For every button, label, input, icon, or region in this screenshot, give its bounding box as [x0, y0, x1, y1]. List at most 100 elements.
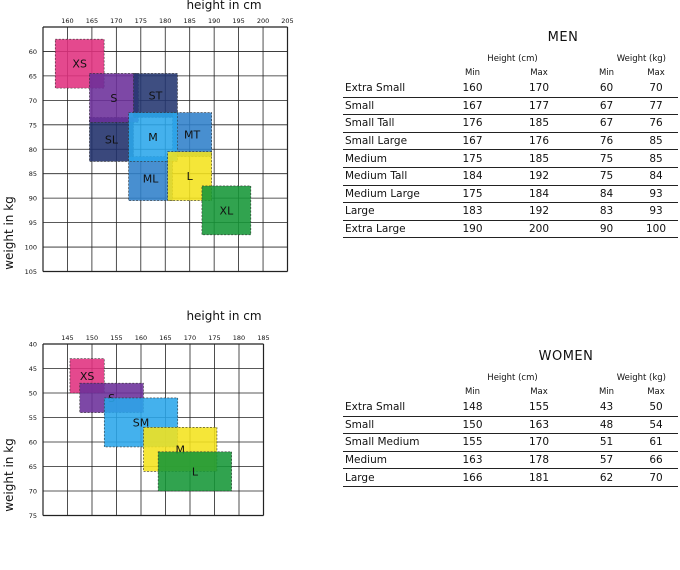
men-table-title: MEN [547, 30, 579, 45]
y-tick-label: 75 [29, 512, 37, 520]
x-tick-label: 170 [110, 17, 122, 25]
height-max-cell: 200 [499, 220, 579, 239]
y-tick-label: 40 [29, 341, 37, 349]
height-min-cell: 167 [446, 132, 499, 151]
size-box-sl: SL [89, 117, 134, 162]
x-tick-label: 145 [61, 334, 73, 342]
table-row: Small Tall 176 185 67 76 [343, 114, 678, 133]
size-name-cell: Small [343, 97, 446, 116]
men-height-max-label: Max [530, 68, 548, 78]
x-tick-label: 175 [135, 17, 147, 25]
weight-min-cell: 90 [579, 220, 634, 239]
y-tick-label: 65 [29, 72, 37, 80]
size-box-label: XS [72, 58, 87, 71]
women-size-chart: height in cm weight in kg 145 150 155 160 16… [2, 309, 270, 520]
height-max-cell: 170 [499, 433, 579, 452]
weight-min-cell: 76 [579, 132, 634, 151]
height-max-cell: 178 [499, 451, 579, 470]
height-min-cell: 175 [446, 149, 499, 168]
y-tick-label: 75 [29, 121, 37, 129]
size-box-label: ST [149, 89, 163, 102]
height-max-cell: 192 [499, 167, 579, 186]
x-tick-label: 165 [86, 17, 98, 25]
weight-min-cell: 43 [579, 399, 634, 417]
y-tick-label: 85 [29, 170, 37, 178]
height-max-cell: 155 [499, 399, 579, 417]
height-max-cell: 177 [499, 97, 579, 116]
women-group-header-row: Height (cm) Weight (kg) [343, 371, 678, 385]
size-box-label: ML [143, 173, 159, 186]
size-box-rect [157, 451, 232, 492]
size-box-label: M [175, 443, 185, 456]
size-box-mt: MT [172, 112, 213, 157]
size-box-xl: XL [201, 185, 252, 236]
weight-min-cell: 67 [579, 97, 634, 116]
men-y-ticks: 60 65 70 75 80 85 90 95 100 105 [25, 48, 37, 276]
y-tick-label: 65 [29, 463, 37, 471]
x-tick-label: 185 [183, 17, 195, 25]
height-max-cell: 184 [499, 185, 579, 204]
size-box-ml: ML [128, 156, 173, 201]
table-row: Medium Tall 184 192 75 84 [343, 167, 678, 186]
table-row: Large 166 181 62 70 [343, 468, 678, 487]
size-box-rect [128, 156, 173, 201]
table-row: Extra Large 190 200 90 100 [343, 220, 678, 239]
weight-max-cell: 85 [634, 149, 678, 168]
height-max-cell: 163 [499, 416, 579, 435]
size-box-label: MT [184, 129, 200, 142]
size-name-cell: Medium [343, 451, 446, 470]
x-tick-label: 175 [208, 334, 220, 342]
height-min-cell: 184 [446, 167, 499, 186]
height-min-cell: 166 [446, 468, 499, 487]
y-tick-label: 45 [29, 365, 37, 373]
weight-max-cell: 93 [634, 185, 678, 204]
weight-max-cell: 85 [634, 132, 678, 151]
y-tick-label: 100 [25, 244, 37, 252]
height-min-cell: 190 [446, 220, 499, 239]
height-min-cell: 183 [446, 202, 499, 221]
y-tick-label: 70 [29, 488, 37, 496]
men-size-table: Height (cm) Weight (kg) Min Max Min Max … [343, 52, 678, 239]
women-y-axis-title: weight in kg [2, 438, 16, 512]
size-name-cell: Medium Tall [343, 167, 446, 186]
weight-min-cell: 57 [579, 451, 634, 470]
height-min-cell: 150 [446, 416, 499, 435]
x-tick-label: 150 [86, 334, 98, 342]
size-box-label: XL [220, 204, 235, 217]
size-name-cell: Medium [343, 149, 446, 168]
weight-max-cell: 50 [634, 399, 678, 417]
women-size-boxes: XSSSMML [69, 358, 232, 492]
weight-max-cell: 70 [634, 80, 678, 98]
y-tick-label: 60 [29, 48, 37, 56]
x-tick-label: 160 [135, 334, 147, 342]
weight-max-cell: 61 [634, 433, 678, 452]
size-box-label: SM [133, 416, 149, 429]
size-name-cell: Small Medium [343, 433, 446, 452]
men-weight-header: Weight (kg) [616, 54, 666, 64]
y-tick-label: 90 [29, 195, 37, 203]
women-height-max-label: Max [530, 387, 548, 397]
men-x-axis-title: height in cm [186, 0, 261, 12]
weight-max-cell: 76 [634, 114, 678, 133]
height-max-cell: 170 [499, 80, 579, 98]
women-weight-max-label: Max [647, 387, 665, 397]
women-weight-header: Weight (kg) [616, 373, 666, 383]
y-tick-label: 95 [29, 219, 37, 227]
size-name-cell: Medium Large [343, 185, 446, 204]
height-min-cell: 167 [446, 97, 499, 116]
weight-min-cell: 67 [579, 114, 634, 133]
size-box-label: S [110, 92, 117, 105]
weight-max-cell: 84 [634, 167, 678, 186]
y-tick-label: 50 [29, 390, 37, 398]
weight-min-cell: 75 [579, 167, 634, 186]
x-tick-label: 180 [233, 334, 245, 342]
table-row: Small 167 177 67 77 [343, 97, 678, 116]
size-name-cell: Small Large [343, 132, 446, 151]
x-tick-label: 180 [159, 17, 171, 25]
weight-max-cell: 77 [634, 97, 678, 116]
size-name-cell: Small Tall [343, 114, 446, 133]
x-tick-label: 205 [281, 17, 293, 25]
weight-max-cell: 70 [634, 468, 678, 487]
size-name-cell: Extra Small [343, 80, 446, 98]
size-box-label: SL [105, 133, 119, 146]
